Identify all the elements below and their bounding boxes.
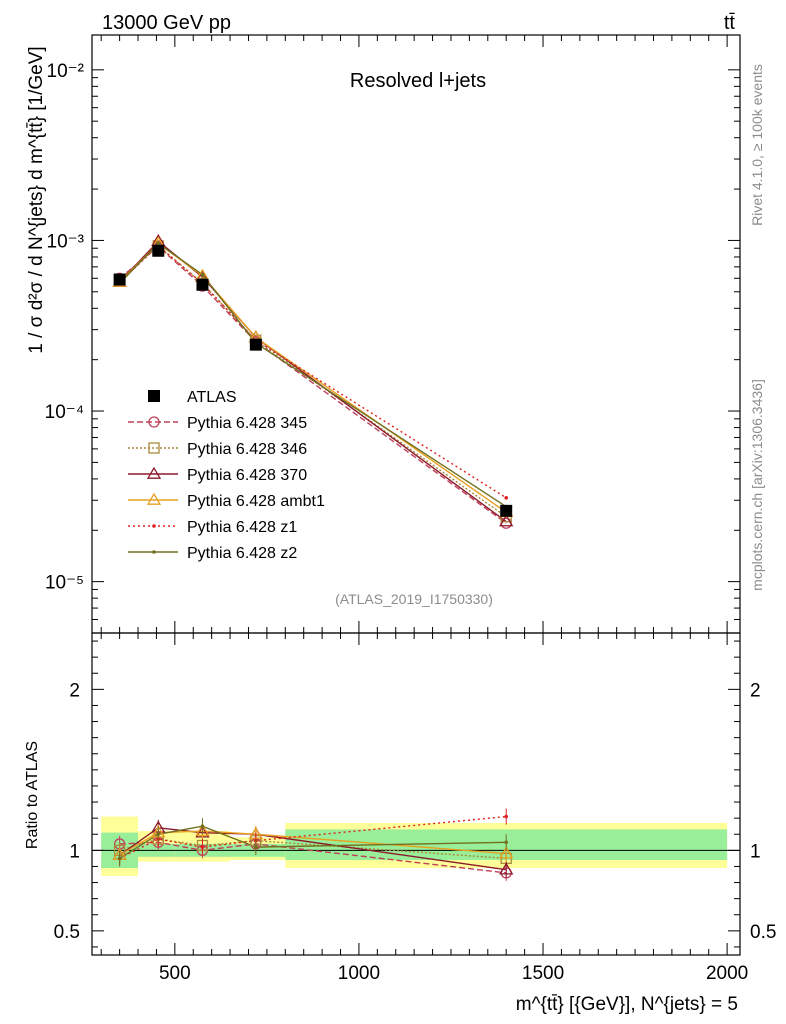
watermark: (ATLAS_2019_I1750330)	[335, 591, 493, 607]
legend-label-5: Pythia 6.428 z2	[187, 545, 297, 562]
mcplots-label: mcplots.cern.ch [arXiv:1306.3436]	[749, 379, 765, 591]
series-line-4	[119, 244, 507, 499]
series-point-5-2	[200, 272, 205, 277]
y-axis-label: 1 / σ d²σ / d N^{jets} d m^{tt̄} [1/GeV]	[26, 46, 47, 353]
ratio-tick-label: 0.5	[54, 922, 80, 943]
legend-label-4: Pythia 6.428 z1	[187, 519, 297, 536]
main-frame	[91, 34, 741, 634]
series-point-2-4	[499, 514, 514, 527]
legend-label-data: ATLAS	[187, 389, 237, 406]
legend-label-2: Pythia 6.428 370	[187, 467, 307, 484]
ratio-tick-label-right: 1	[750, 841, 761, 862]
series-lines	[119, 240, 507, 524]
data-point-3	[249, 338, 262, 351]
ratio-markers	[112, 808, 514, 881]
plot-frames	[91, 34, 741, 956]
ratio-tick-label-right: 0.5	[750, 922, 776, 943]
data-point-1	[152, 244, 165, 257]
chart-title: Resolved l+jets	[350, 70, 486, 92]
ratio-y-axis-label: Ratio to ATLAS	[24, 741, 41, 849]
x-tick-label: 1000	[338, 963, 380, 984]
series-line-2	[119, 240, 507, 523]
data-point-2	[196, 278, 209, 291]
legend-marker-3	[146, 492, 162, 505]
series-line-0	[119, 245, 507, 524]
legend-marker-1	[148, 442, 160, 454]
x-axis-label: m^{tt̄} [{GeV}], N^{jets} = 5	[516, 994, 738, 1015]
ratio-tick-label: 1	[69, 841, 80, 862]
x-tick-label: 2000	[706, 963, 748, 984]
ratio-line-4	[119, 815, 507, 860]
series-line-3	[119, 242, 507, 513]
legend-label-1: Pythia 6.428 346	[187, 441, 307, 458]
header-left-label: 13000 GeV pp	[102, 12, 231, 34]
series-markers	[112, 233, 514, 529]
ratio-tick-label-right: 2	[750, 680, 761, 701]
axis-ticks: 500 1000 1500 2000 10⁻⁵ 10⁻⁴ 10⁻³ 10⁻² 0.5 0.5 1 1 2…	[45, 35, 776, 984]
legend-marker-0	[148, 416, 160, 428]
y-tick-label: 10⁻²	[47, 61, 85, 82]
legend-label-0: Pythia 6.428 345	[187, 415, 307, 432]
header-right-label: tt̄	[724, 12, 736, 34]
x-tick-label: 500	[159, 963, 191, 984]
series-line-5	[119, 242, 507, 508]
y-tick-label: 10⁻³	[47, 231, 85, 252]
ratio-tick-label: 2	[69, 680, 80, 701]
legend: ATLAS Pythia 6.428 345 Pythia 6.428 346 Pyt…	[128, 389, 325, 562]
legend-marker-4	[152, 524, 156, 528]
series-line-1	[119, 244, 507, 518]
rivet-label: Rivet 4.1.0, ≥ 100k events	[749, 64, 765, 226]
y-tick-label: 10⁻⁵	[45, 573, 84, 594]
data-point-0	[113, 273, 126, 286]
legend-label-3: Pythia 6.428 ambt1	[187, 493, 325, 510]
ratio-frame	[91, 632, 741, 956]
x-tick-label: 1500	[522, 963, 564, 984]
series-point-5-1	[156, 241, 161, 246]
legend-marker-2	[146, 466, 162, 479]
y-tick-label: 10⁻⁴	[45, 402, 84, 423]
legend-marker-5	[152, 550, 156, 554]
series-point-4-4	[504, 496, 509, 500]
legend-marker-data	[148, 390, 160, 402]
data-point-4	[500, 504, 513, 517]
